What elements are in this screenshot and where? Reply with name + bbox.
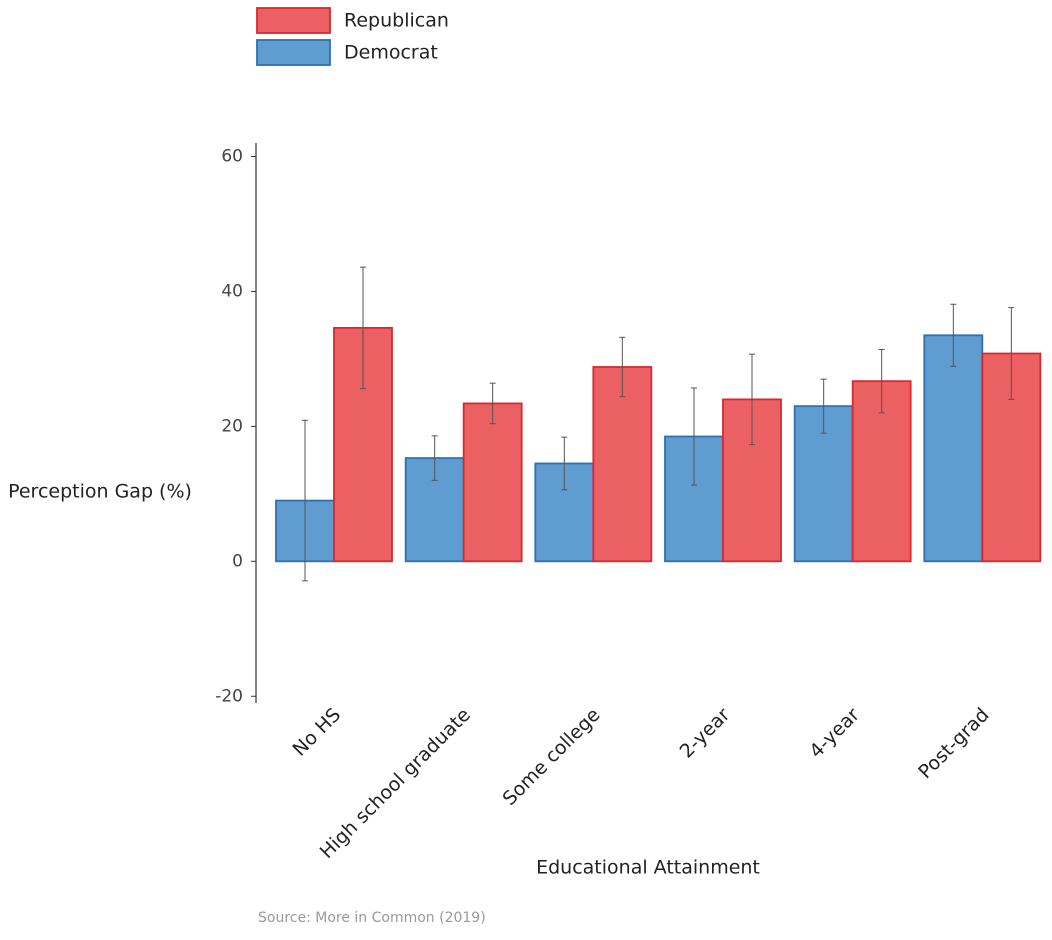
y-tick-label: 60 xyxy=(221,146,243,166)
y-tick-label: -20 xyxy=(215,686,243,706)
y-tick-label: 40 xyxy=(221,281,243,301)
y-tick-label: 0 xyxy=(232,551,243,571)
y-axis-label: Perception Gap (%) xyxy=(8,481,192,503)
x-tick-label: Some college xyxy=(499,704,605,810)
x-tick-label: 2-year xyxy=(676,704,735,763)
bar xyxy=(592,366,653,563)
legend-label: Democrat xyxy=(344,42,438,64)
x-tick-label: No HS xyxy=(289,704,346,761)
source: Source: More in Common (2019) xyxy=(258,910,486,926)
x-axis-label: Educational Attainment xyxy=(536,857,760,879)
bar xyxy=(462,402,523,563)
x-tick-label: High school graduate xyxy=(316,704,475,863)
y-tick-label: 20 xyxy=(221,416,243,436)
legend-swatch xyxy=(256,39,331,66)
x-tick-label: Post-grad xyxy=(914,704,993,783)
legend-swatch xyxy=(256,7,331,34)
x-tick-label: 4-year xyxy=(805,704,864,763)
legend-label: Republican xyxy=(344,10,449,32)
bar xyxy=(923,334,984,563)
